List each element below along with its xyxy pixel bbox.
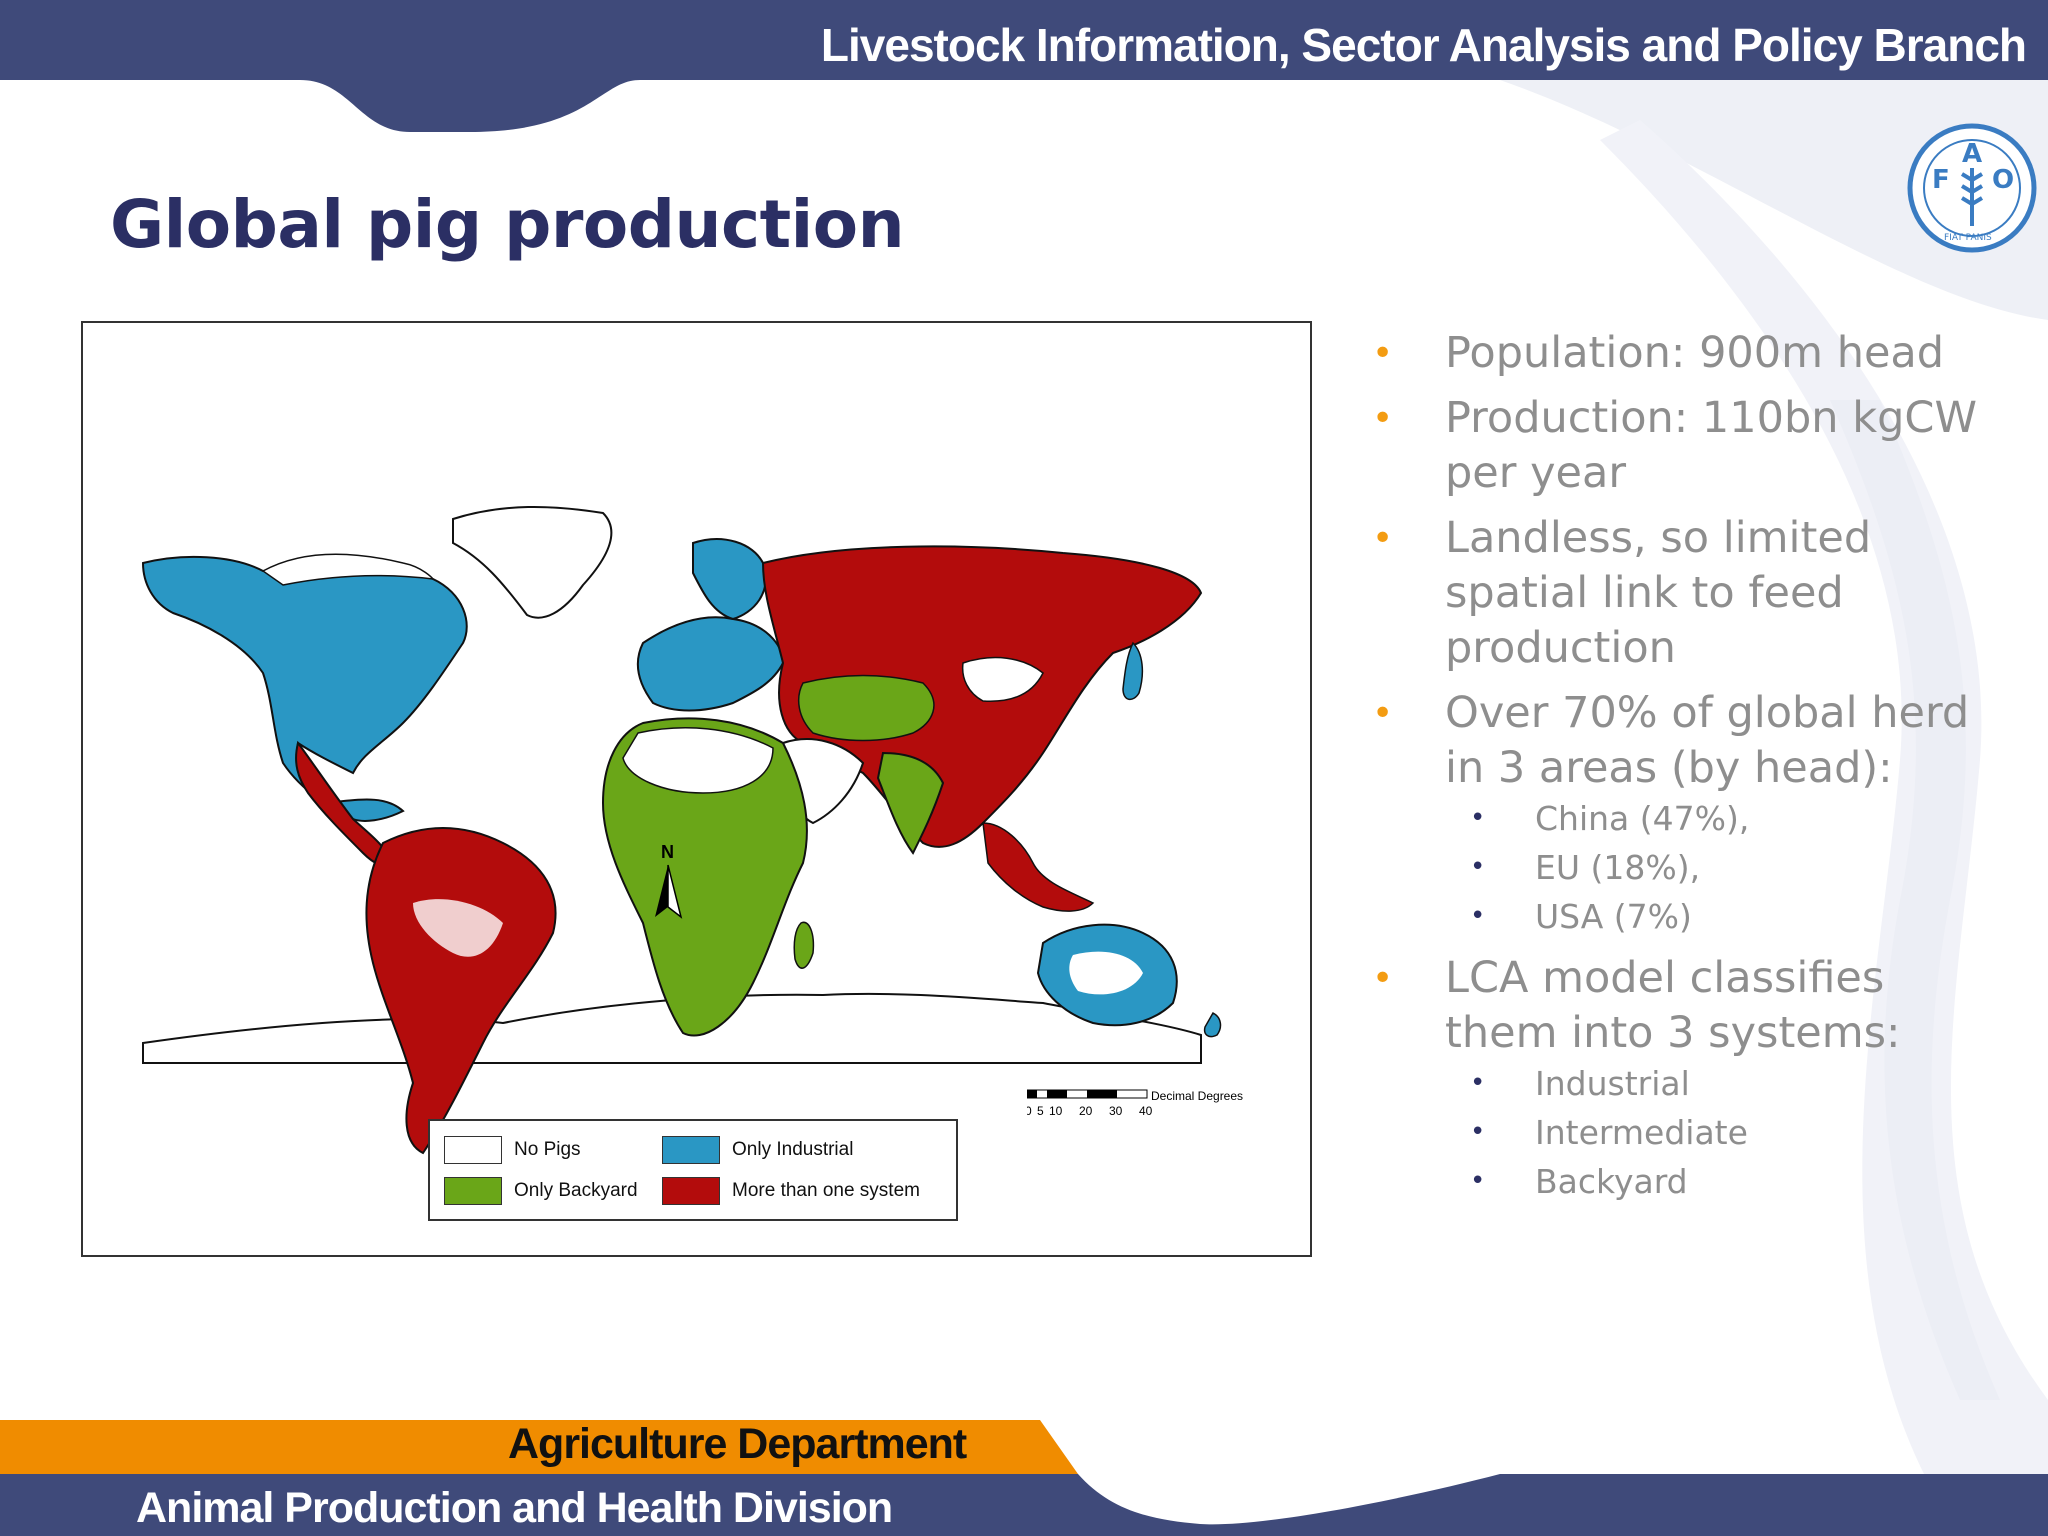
legend-label: More than one system bbox=[732, 1180, 920, 1201]
bullet-text: Landless, so limited spatial link to fee… bbox=[1445, 513, 1872, 673]
landmass-southeast-asia bbox=[982, 822, 1095, 912]
landmass-madagascar bbox=[793, 921, 815, 969]
landmass-europe bbox=[636, 616, 785, 712]
landmass-central-asia bbox=[797, 674, 935, 742]
scale-tick: 30 bbox=[1109, 1104, 1123, 1118]
header-bar bbox=[0, 0, 2048, 132]
bullet-dot-icon: • bbox=[1372, 958, 1394, 999]
legend-swatch bbox=[662, 1177, 720, 1205]
legend-item-no-pigs: No Pigs bbox=[444, 1135, 581, 1165]
sub-bullet-text: Backyard bbox=[1535, 1162, 1688, 1201]
sub-bullet-text: EU (18%), bbox=[1535, 848, 1701, 887]
bullet-landless: • Landless, so limited spatial link to fe… bbox=[1360, 511, 2000, 676]
bullet-lca-model: • LCA model classifies them into 3 system… bbox=[1360, 951, 2000, 1061]
sub-bullet-text: China (47%), bbox=[1535, 799, 1750, 838]
landmass-south-america bbox=[365, 827, 557, 1155]
legend-label: No Pigs bbox=[514, 1139, 581, 1160]
legend-swatch bbox=[444, 1177, 502, 1205]
bullet-text: Population: 900m head bbox=[1445, 328, 1945, 378]
landmass-new-zealand bbox=[1203, 1012, 1222, 1038]
landmass-canada-north bbox=[261, 553, 435, 586]
north-arrow: N bbox=[655, 842, 683, 919]
bullet-dot-icon: • bbox=[1372, 333, 1394, 374]
legend-swatch bbox=[662, 1136, 720, 1164]
sub-bullet-intermediate: • Intermediate bbox=[1360, 1108, 2000, 1157]
landmass-japan bbox=[1122, 641, 1144, 701]
landmass-south-america-backyard bbox=[413, 899, 503, 957]
map-legend: No Pigs Only Industrial Only Backyard Mo… bbox=[428, 1119, 958, 1221]
sub-bullet-dot-icon: • bbox=[1470, 901, 1486, 931]
fao-motto: FIAT PANIS bbox=[1944, 233, 1992, 243]
landmass-australia-interior bbox=[1069, 951, 1143, 995]
bullet-text: LCA model classifies them into 3 systems… bbox=[1445, 953, 1901, 1058]
sub-bullet-list: • China (47%), • EU (18%), • USA (7%) bbox=[1360, 794, 2000, 941]
bullet-dot-icon: • bbox=[1372, 398, 1394, 439]
fao-letter-a: A bbox=[1962, 139, 1982, 169]
legend-item-more-than-one-system: More than one system bbox=[662, 1176, 920, 1206]
sub-bullet-dot-icon: • bbox=[1470, 1166, 1486, 1196]
scale-tick: 0 bbox=[1027, 1104, 1032, 1118]
sub-bullet-text: Intermediate bbox=[1535, 1113, 1748, 1152]
header-title: Livestock Information, Sector Analysis a… bbox=[820, 19, 2027, 71]
sub-bullet-backyard: • Backyard bbox=[1360, 1157, 2000, 1206]
bullet-population: • Population: 900m head bbox=[1360, 326, 2000, 381]
scale-tick: 5 bbox=[1037, 1104, 1044, 1118]
sub-bullet-china: • China (47%), bbox=[1360, 794, 2000, 843]
bullet-text: Over 70% of global herd in 3 areas (by h… bbox=[1445, 688, 1970, 793]
scale-unit: Decimal Degrees bbox=[1151, 1089, 1243, 1103]
sub-bullet-industrial: • Industrial bbox=[1360, 1059, 2000, 1108]
sub-bullet-eu: • EU (18%), bbox=[1360, 843, 2000, 892]
landmass-scandinavia bbox=[692, 538, 767, 621]
sub-bullet-text: Industrial bbox=[1535, 1064, 1690, 1103]
footer-bar bbox=[0, 1420, 2048, 1536]
footer-department: Agriculture Department bbox=[508, 1420, 967, 1468]
sub-bullet-dot-icon: • bbox=[1470, 1117, 1486, 1147]
landmass-greenland bbox=[452, 505, 613, 619]
landmass-mongolia bbox=[961, 656, 1044, 702]
sub-bullet-dot-icon: • bbox=[1470, 852, 1486, 882]
sub-bullet-dot-icon: • bbox=[1470, 803, 1486, 833]
sub-bullet-usa: • USA (7%) bbox=[1360, 892, 2000, 941]
legend-label: Only Industrial bbox=[732, 1139, 854, 1160]
north-arrow-label: N bbox=[661, 842, 674, 862]
legend-swatch bbox=[444, 1136, 502, 1164]
bullet-text: Production: 110bn kgCW per year bbox=[1445, 393, 1977, 498]
sub-bullet-text: USA (7%) bbox=[1535, 897, 1692, 936]
bullet-dot-icon: • bbox=[1372, 693, 1394, 734]
bullet-list: • Population: 900m head • Production: 110b… bbox=[1360, 326, 2000, 1216]
scale-tick: 20 bbox=[1079, 1104, 1093, 1118]
landmass-india bbox=[876, 751, 945, 855]
bullet-production: • Production: 110bn kgCW per year bbox=[1360, 391, 2000, 501]
fao-logo: F A O FIAT PANIS bbox=[1907, 123, 2037, 253]
scale-tick: 10 bbox=[1049, 1104, 1063, 1118]
scale-tick: 40 bbox=[1139, 1104, 1153, 1118]
footer-division: Animal Production and Health Division bbox=[136, 1484, 893, 1532]
sub-bullet-dot-icon: • bbox=[1470, 1068, 1486, 1098]
bullet-over-70: • Over 70% of global herd in 3 areas (by … bbox=[1360, 686, 2000, 796]
world-map: N bbox=[141, 505, 1222, 1155]
slide-title: Global pig production bbox=[110, 186, 905, 263]
landmass-sahara bbox=[622, 727, 774, 794]
map-panel: N Decimal Degrees 0 5 10 20 30 40 No Pig… bbox=[81, 321, 1312, 1257]
landmass-africa bbox=[601, 717, 808, 1037]
fao-letter-o: O bbox=[1992, 165, 2014, 195]
bullet-dot-icon: • bbox=[1372, 518, 1394, 559]
legend-item-only-backyard: Only Backyard bbox=[444, 1176, 638, 1206]
scale-bar: Decimal Degrees 0 5 10 20 30 40 bbox=[1027, 1089, 1243, 1118]
sub-bullet-list: • Industrial • Intermediate • Backyard bbox=[1360, 1059, 2000, 1206]
fao-letter-f: F bbox=[1932, 165, 1950, 195]
legend-label: Only Backyard bbox=[514, 1180, 638, 1201]
legend-item-only-industrial: Only Industrial bbox=[662, 1135, 853, 1165]
